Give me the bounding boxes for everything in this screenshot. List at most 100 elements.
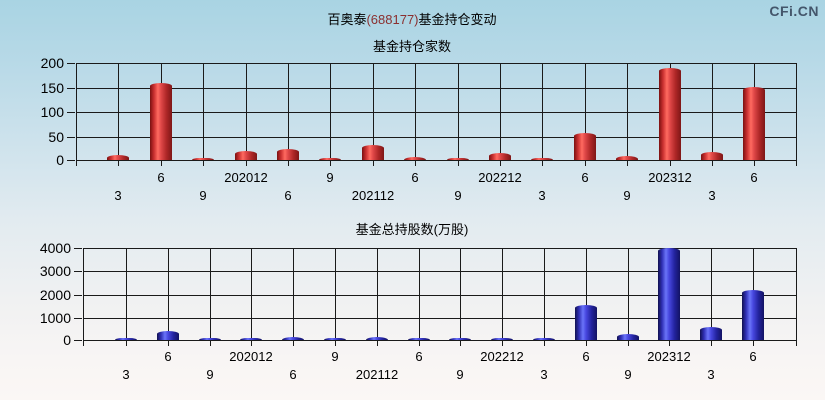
bar	[192, 158, 214, 160]
gridline-horizontal	[83, 271, 797, 272]
x-axis-label: 6	[157, 170, 165, 185]
x-axis-tick	[712, 161, 713, 166]
gridline-vertical	[711, 248, 712, 341]
x-axis-label: 9	[456, 367, 464, 382]
cfi-watermark: CFi.CN	[769, 3, 819, 19]
x-axis-label: 6	[415, 349, 423, 364]
x-axis-label: 202312	[647, 349, 691, 364]
page-title: 百奥泰(688177)基金持仓变动	[52, 9, 772, 28]
gridline-vertical	[542, 63, 543, 161]
x-axis-tick	[754, 161, 755, 166]
bar	[319, 158, 341, 160]
bar	[235, 151, 257, 160]
gridline-horizontal	[76, 112, 797, 113]
bar	[742, 290, 764, 340]
y-axis-label: 2000	[39, 287, 71, 303]
y-axis-label: 100	[40, 104, 64, 120]
x-axis-tick	[544, 341, 545, 346]
x-axis-label: 6	[411, 170, 419, 185]
y-axis-tick	[67, 137, 75, 138]
x-axis-tick	[330, 161, 331, 166]
gridline-vertical	[460, 248, 461, 341]
y-axis-label: 150	[40, 80, 64, 96]
x-axis-label: 202212	[478, 170, 522, 185]
bar	[533, 338, 555, 340]
bar	[531, 158, 553, 160]
x-axis-label: 3	[122, 367, 130, 382]
gridline-vertical	[585, 63, 586, 161]
y-axis-tick	[74, 340, 82, 341]
x-axis-label: 9	[206, 367, 214, 382]
x-axis-tick	[628, 341, 629, 346]
y-axis-tick	[67, 63, 75, 64]
gridline-vertical	[330, 63, 331, 161]
x-axis-tick	[293, 341, 294, 346]
x-axis-tick	[377, 341, 378, 346]
x-axis-label: 9	[326, 170, 334, 185]
bar	[157, 331, 179, 340]
x-axis-label: 9	[331, 349, 339, 364]
x-axis-label: 6	[289, 367, 297, 382]
bar	[743, 87, 765, 160]
title-suffix: 基金持仓变动	[418, 12, 497, 27]
x-axis-tick	[76, 161, 77, 166]
y-axis-label: 0	[56, 152, 64, 168]
gridline-vertical	[712, 63, 713, 161]
x-axis-tick	[335, 341, 336, 346]
x-axis-label: 6	[582, 349, 590, 364]
gridline-vertical	[126, 248, 127, 341]
gridline-vertical	[628, 248, 629, 341]
gridline-horizontal	[76, 160, 797, 161]
gridline-vertical	[796, 248, 797, 341]
y-axis-tick	[74, 295, 82, 296]
x-axis-tick	[796, 341, 797, 346]
stock-name: 百奥泰	[327, 12, 367, 27]
bar	[408, 338, 430, 340]
gridline-vertical	[288, 63, 289, 161]
gridline-horizontal	[76, 88, 797, 89]
gridline-vertical	[373, 63, 374, 161]
bar	[362, 145, 384, 160]
bar	[659, 68, 681, 160]
gridline-vertical	[544, 248, 545, 341]
x-axis-label: 9	[623, 188, 631, 203]
gridline-vertical	[586, 248, 587, 341]
x-axis-tick	[126, 341, 127, 346]
gridline-vertical	[210, 248, 211, 341]
bar	[404, 157, 426, 160]
y-axis-tick	[67, 88, 75, 89]
x-axis-tick	[203, 161, 204, 166]
x-axis-tick	[627, 161, 628, 166]
y-axis-label: 50	[48, 129, 64, 145]
gridline-vertical	[500, 63, 501, 161]
gridline-vertical	[168, 248, 169, 341]
x-axis-tick	[711, 341, 712, 346]
chart1-title: 基金持仓家数	[372, 39, 451, 54]
x-axis-label: 3	[540, 367, 548, 382]
x-axis-label: 202312	[648, 170, 692, 185]
bar	[616, 156, 638, 160]
bar	[574, 133, 596, 160]
x-axis-tick	[161, 161, 162, 166]
gridline-vertical	[203, 63, 204, 161]
x-axis-label: 202112	[351, 188, 395, 203]
x-axis-label: 9	[624, 367, 632, 382]
y-axis-tick	[74, 248, 82, 249]
gridline-vertical	[246, 63, 247, 161]
gridline-vertical	[419, 248, 420, 341]
bar	[282, 337, 304, 340]
x-axis-tick	[796, 161, 797, 166]
gridline-vertical	[293, 248, 294, 341]
gridline-vertical	[415, 63, 416, 161]
gridline-vertical	[502, 248, 503, 341]
gridline-vertical	[251, 248, 252, 341]
x-axis-label: 3	[538, 188, 546, 203]
stock-code: (688177)	[366, 12, 419, 27]
y-axis-tick	[74, 318, 82, 319]
bar	[701, 152, 723, 160]
bar	[489, 153, 511, 160]
x-axis-tick	[246, 161, 247, 166]
x-axis-tick	[415, 161, 416, 166]
x-axis-label: 202012	[229, 349, 273, 364]
